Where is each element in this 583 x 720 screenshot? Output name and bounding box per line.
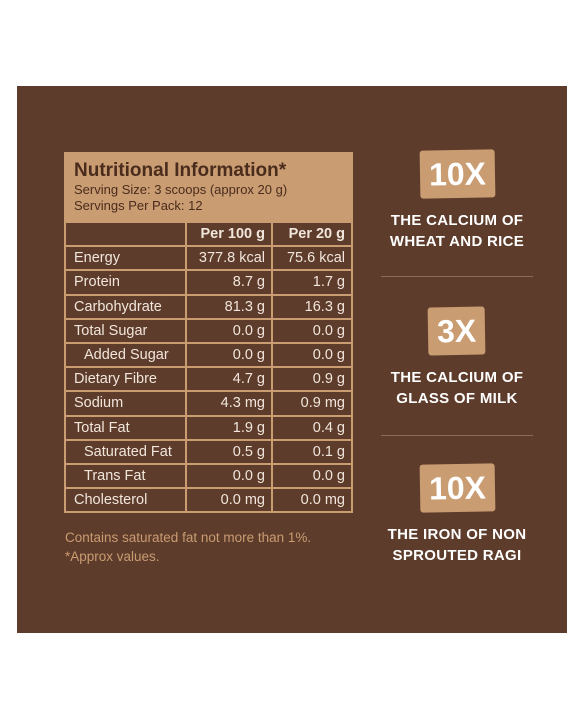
claim-badge: 10X	[419, 149, 495, 199]
value-per100: 0.0 mg	[185, 489, 271, 512]
nutrient-name: Dietary Fibre	[74, 371, 157, 388]
value-per100: 81.3 g	[185, 295, 271, 318]
nutrient-name: Added Sugar	[84, 347, 169, 364]
saturated-fat-note: Contains saturated fat not more than 1%.	[65, 530, 312, 545]
value-per20: 0.0 g	[271, 464, 351, 488]
value-per100: 0.0 g	[185, 464, 271, 488]
table-row: Energy 377.8 kcal 75.6 kcal	[66, 245, 351, 270]
value-per100: 0.0 g	[185, 343, 271, 367]
value-per100: 0.0 g	[185, 319, 271, 342]
claim-text: THE CALCIUM OF GLASS OF MILK	[381, 367, 533, 409]
value-per20: 0.9 mg	[271, 392, 351, 415]
value-per20: 0.0 mg	[271, 489, 351, 512]
claim-badge: 3X	[428, 306, 486, 356]
table-row: Sodium 4.3 mg 0.9 mg	[66, 390, 351, 415]
divider	[381, 435, 533, 436]
claim-calcium-milk: 3X THE CALCIUM OF GLASS OF MILK	[381, 277, 533, 435]
claim-line1: THE CALCIUM OF	[390, 369, 524, 386]
value-per20: 16.3 g	[271, 295, 351, 318]
nutrient-name: Energy	[74, 250, 120, 267]
value-per20: 0.0 g	[271, 319, 351, 342]
nutrition-table: Nutritional Information* Serving Size: 3…	[64, 152, 353, 514]
value-per20: 75.6 kcal	[271, 247, 351, 270]
claim-text: THE IRON OF NON SPROUTED RAGI	[381, 524, 533, 566]
table-row: Dietary Fibre 4.7 g 0.9 g	[66, 366, 351, 391]
value-per20: 0.9 g	[271, 368, 351, 391]
column-header-row: Per 100 g Per 20 g	[66, 221, 351, 246]
claim-iron-ragi: 10X THE IRON OF NON SPROUTED RAGI	[381, 436, 533, 566]
nutrient-name: Cholesterol	[74, 492, 148, 509]
claim-line1: THE IRON OF NON	[387, 526, 527, 543]
column-header-per100: Per 100 g	[185, 223, 271, 246]
serving-size: Serving Size: 3 scoops (approx 20 g)	[74, 182, 288, 197]
footnotes: Contains saturated fat not more than 1%.…	[65, 528, 311, 566]
value-per100: 1.9 g	[185, 416, 271, 439]
nutrition-title: Nutritional Information*	[74, 160, 287, 181]
nutrition-table-header: Nutritional Information* Serving Size: 3…	[66, 154, 351, 221]
table-row: Saturated Fat 0.5 g 0.1 g	[66, 438, 351, 463]
servings-per-pack: Servings Per Pack: 12	[74, 198, 203, 213]
divider	[381, 276, 533, 277]
table-row: Cholesterol 0.0 mg 0.0 mg	[66, 487, 351, 512]
nutrient-name: Total Sugar	[74, 322, 148, 339]
value-per20: 0.1 g	[271, 440, 351, 463]
value-per100: 4.3 mg	[185, 392, 271, 415]
value-per100: 377.8 kcal	[185, 247, 271, 270]
value-per100: 8.7 g	[185, 271, 271, 294]
nutrient-name: Protein	[74, 274, 120, 291]
claim-text: THE CALCIUM OF WHEAT AND RICE	[381, 210, 533, 252]
table-row: Total Sugar 0.0 g 0.0 g	[66, 317, 351, 342]
value-per20: 0.4 g	[271, 416, 351, 439]
table-row: Trans Fat 0.0 g 0.0 g	[66, 462, 351, 488]
table-row: Total Fat 1.9 g 0.4 g	[66, 414, 351, 439]
claim-calcium-wheat-rice: 10X THE CALCIUM OF WHEAT AND RICE	[381, 149, 533, 276]
table-row: Carbohydrate 81.3 g 16.3 g	[66, 293, 351, 318]
column-header-per20: Per 20 g	[271, 223, 351, 246]
claim-line2: WHEAT AND RICE	[389, 233, 525, 250]
claims-column: 10X THE CALCIUM OF WHEAT AND RICE 3X THE…	[381, 149, 533, 566]
nutrient-name: Trans Fat	[84, 467, 146, 484]
table-row: Protein 8.7 g 1.7 g	[66, 269, 351, 294]
claim-badge: 10X	[419, 463, 495, 513]
value-per20: 1.7 g	[271, 271, 351, 294]
value-per100: 4.7 g	[185, 368, 271, 391]
nutrient-name: Sodium	[74, 395, 124, 412]
claim-line2: GLASS OF MILK	[396, 390, 518, 407]
approx-values-note: *Approx values.	[65, 549, 160, 564]
nutrient-name: Total Fat	[74, 419, 130, 436]
nutrient-name: Saturated Fat	[84, 443, 172, 460]
value-per100: 0.5 g	[185, 440, 271, 463]
table-row: Added Sugar 0.0 g 0.0 g	[66, 341, 351, 367]
claim-line1: THE CALCIUM OF	[390, 212, 524, 229]
nutrient-name: Carbohydrate	[74, 298, 162, 315]
value-per20: 0.0 g	[271, 343, 351, 367]
claim-line2: SPROUTED RAGI	[392, 547, 522, 564]
